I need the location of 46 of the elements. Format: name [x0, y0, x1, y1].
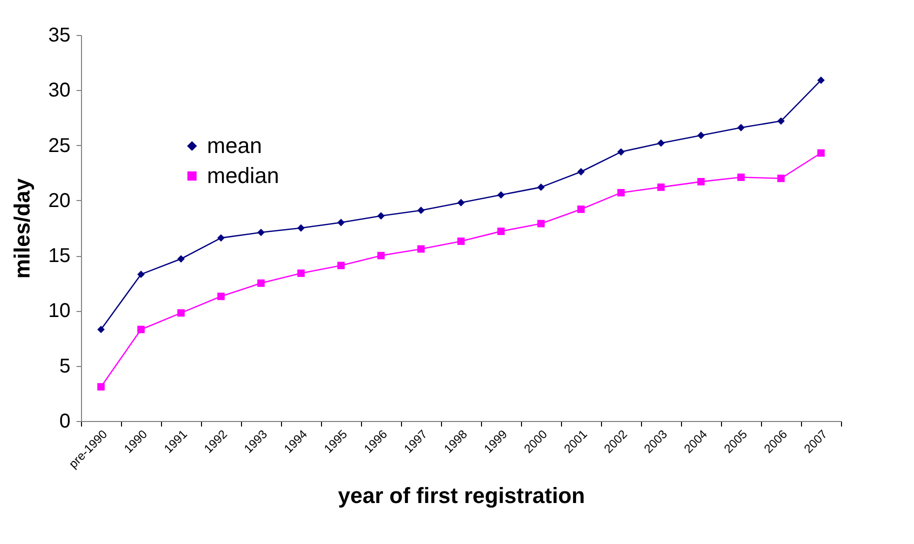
point	[97, 326, 105, 334]
y-tick-label: 10	[48, 300, 70, 322]
point	[777, 174, 785, 182]
y-axis-title: miles/day	[9, 178, 34, 279]
point	[337, 218, 345, 226]
y-tick-label: 30	[48, 80, 70, 102]
y-tick-label: 35	[48, 24, 70, 46]
point	[737, 174, 745, 181]
point	[537, 183, 545, 191]
y-tick-label: 0	[59, 410, 70, 432]
point	[497, 191, 505, 199]
point	[417, 245, 425, 253]
point	[737, 124, 745, 132]
point	[297, 270, 305, 277]
y-tick-label: 15	[48, 245, 70, 268]
point	[817, 76, 825, 84]
y-tick-label: 20	[48, 190, 70, 212]
point	[297, 224, 305, 232]
point	[137, 270, 145, 278]
point	[257, 228, 265, 236]
point	[497, 228, 505, 236]
point	[457, 238, 465, 245]
point	[617, 189, 625, 196]
point	[457, 198, 465, 206]
legend-label: median	[207, 163, 280, 188]
legend-label: mean	[207, 133, 262, 158]
point	[657, 139, 665, 147]
point	[217, 234, 225, 242]
point	[697, 132, 705, 140]
point	[97, 383, 105, 391]
point	[177, 255, 185, 263]
point	[617, 148, 625, 156]
y-tick-label: 25	[48, 134, 70, 157]
point	[777, 117, 785, 125]
point	[257, 279, 265, 287]
point	[217, 292, 225, 300]
point	[177, 309, 185, 317]
point	[537, 220, 545, 228]
point	[417, 206, 425, 214]
point	[577, 206, 585, 213]
point	[657, 183, 665, 191]
point	[377, 252, 385, 260]
point	[697, 178, 705, 186]
point	[377, 212, 385, 220]
x-axis-title: year of first registration	[338, 483, 585, 508]
y-tick-label: 5	[59, 355, 70, 378]
